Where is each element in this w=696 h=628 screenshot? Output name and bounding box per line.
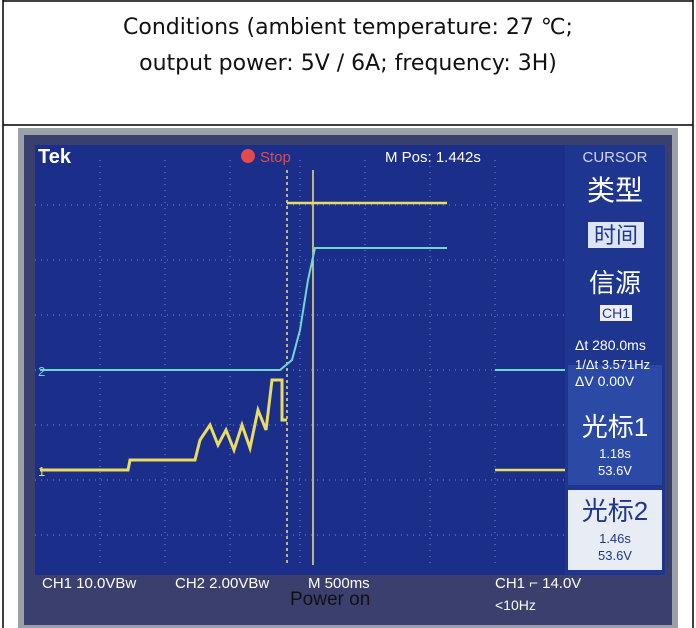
cursor2-label: 光标2 <box>582 496 648 526</box>
cursor1-label: 光标1 <box>582 412 648 442</box>
delta-v: ΔV 0.00V <box>575 373 635 389</box>
brand: Tek <box>38 146 72 168</box>
ch2-marker: 2 <box>38 364 45 379</box>
type-label: 类型 <box>587 175 643 206</box>
ch1-scale: CH1 10.0VBw <box>42 575 136 592</box>
cursor2-volt: 53.6V <box>598 548 632 563</box>
menu: CURSOR <box>582 149 647 166</box>
ch1-marker: 1 <box>38 464 45 479</box>
trigger: CH1 ⌐ 14.0V <box>495 575 581 592</box>
caption: Power on <box>290 589 370 610</box>
scope-text: Tek Stop M Pos: 1.442s CURSOR 类型 时间 信源 C… <box>0 0 696 628</box>
inv-delta-t: 1/Δt 3.571Hz <box>575 357 650 372</box>
delta-t: Δt 280.0ms <box>575 337 646 353</box>
ch2-scale: CH2 2.00VBw <box>175 575 269 592</box>
cursor2-time: 1.46s <box>599 531 631 546</box>
state: Stop <box>260 149 291 166</box>
page: Conditions (ambient temperature: 27 ℃; o… <box>0 0 696 628</box>
source-label: 信源 <box>589 268 641 298</box>
freq: <10Hz <box>495 597 536 613</box>
source-value: CH1 <box>602 305 630 321</box>
type-value: 时间 <box>594 223 638 248</box>
mpos: M Pos: 1.442s <box>385 149 481 166</box>
cursor1-volt: 53.6V <box>598 463 632 478</box>
cursor1-time: 1.18s <box>599 446 631 461</box>
